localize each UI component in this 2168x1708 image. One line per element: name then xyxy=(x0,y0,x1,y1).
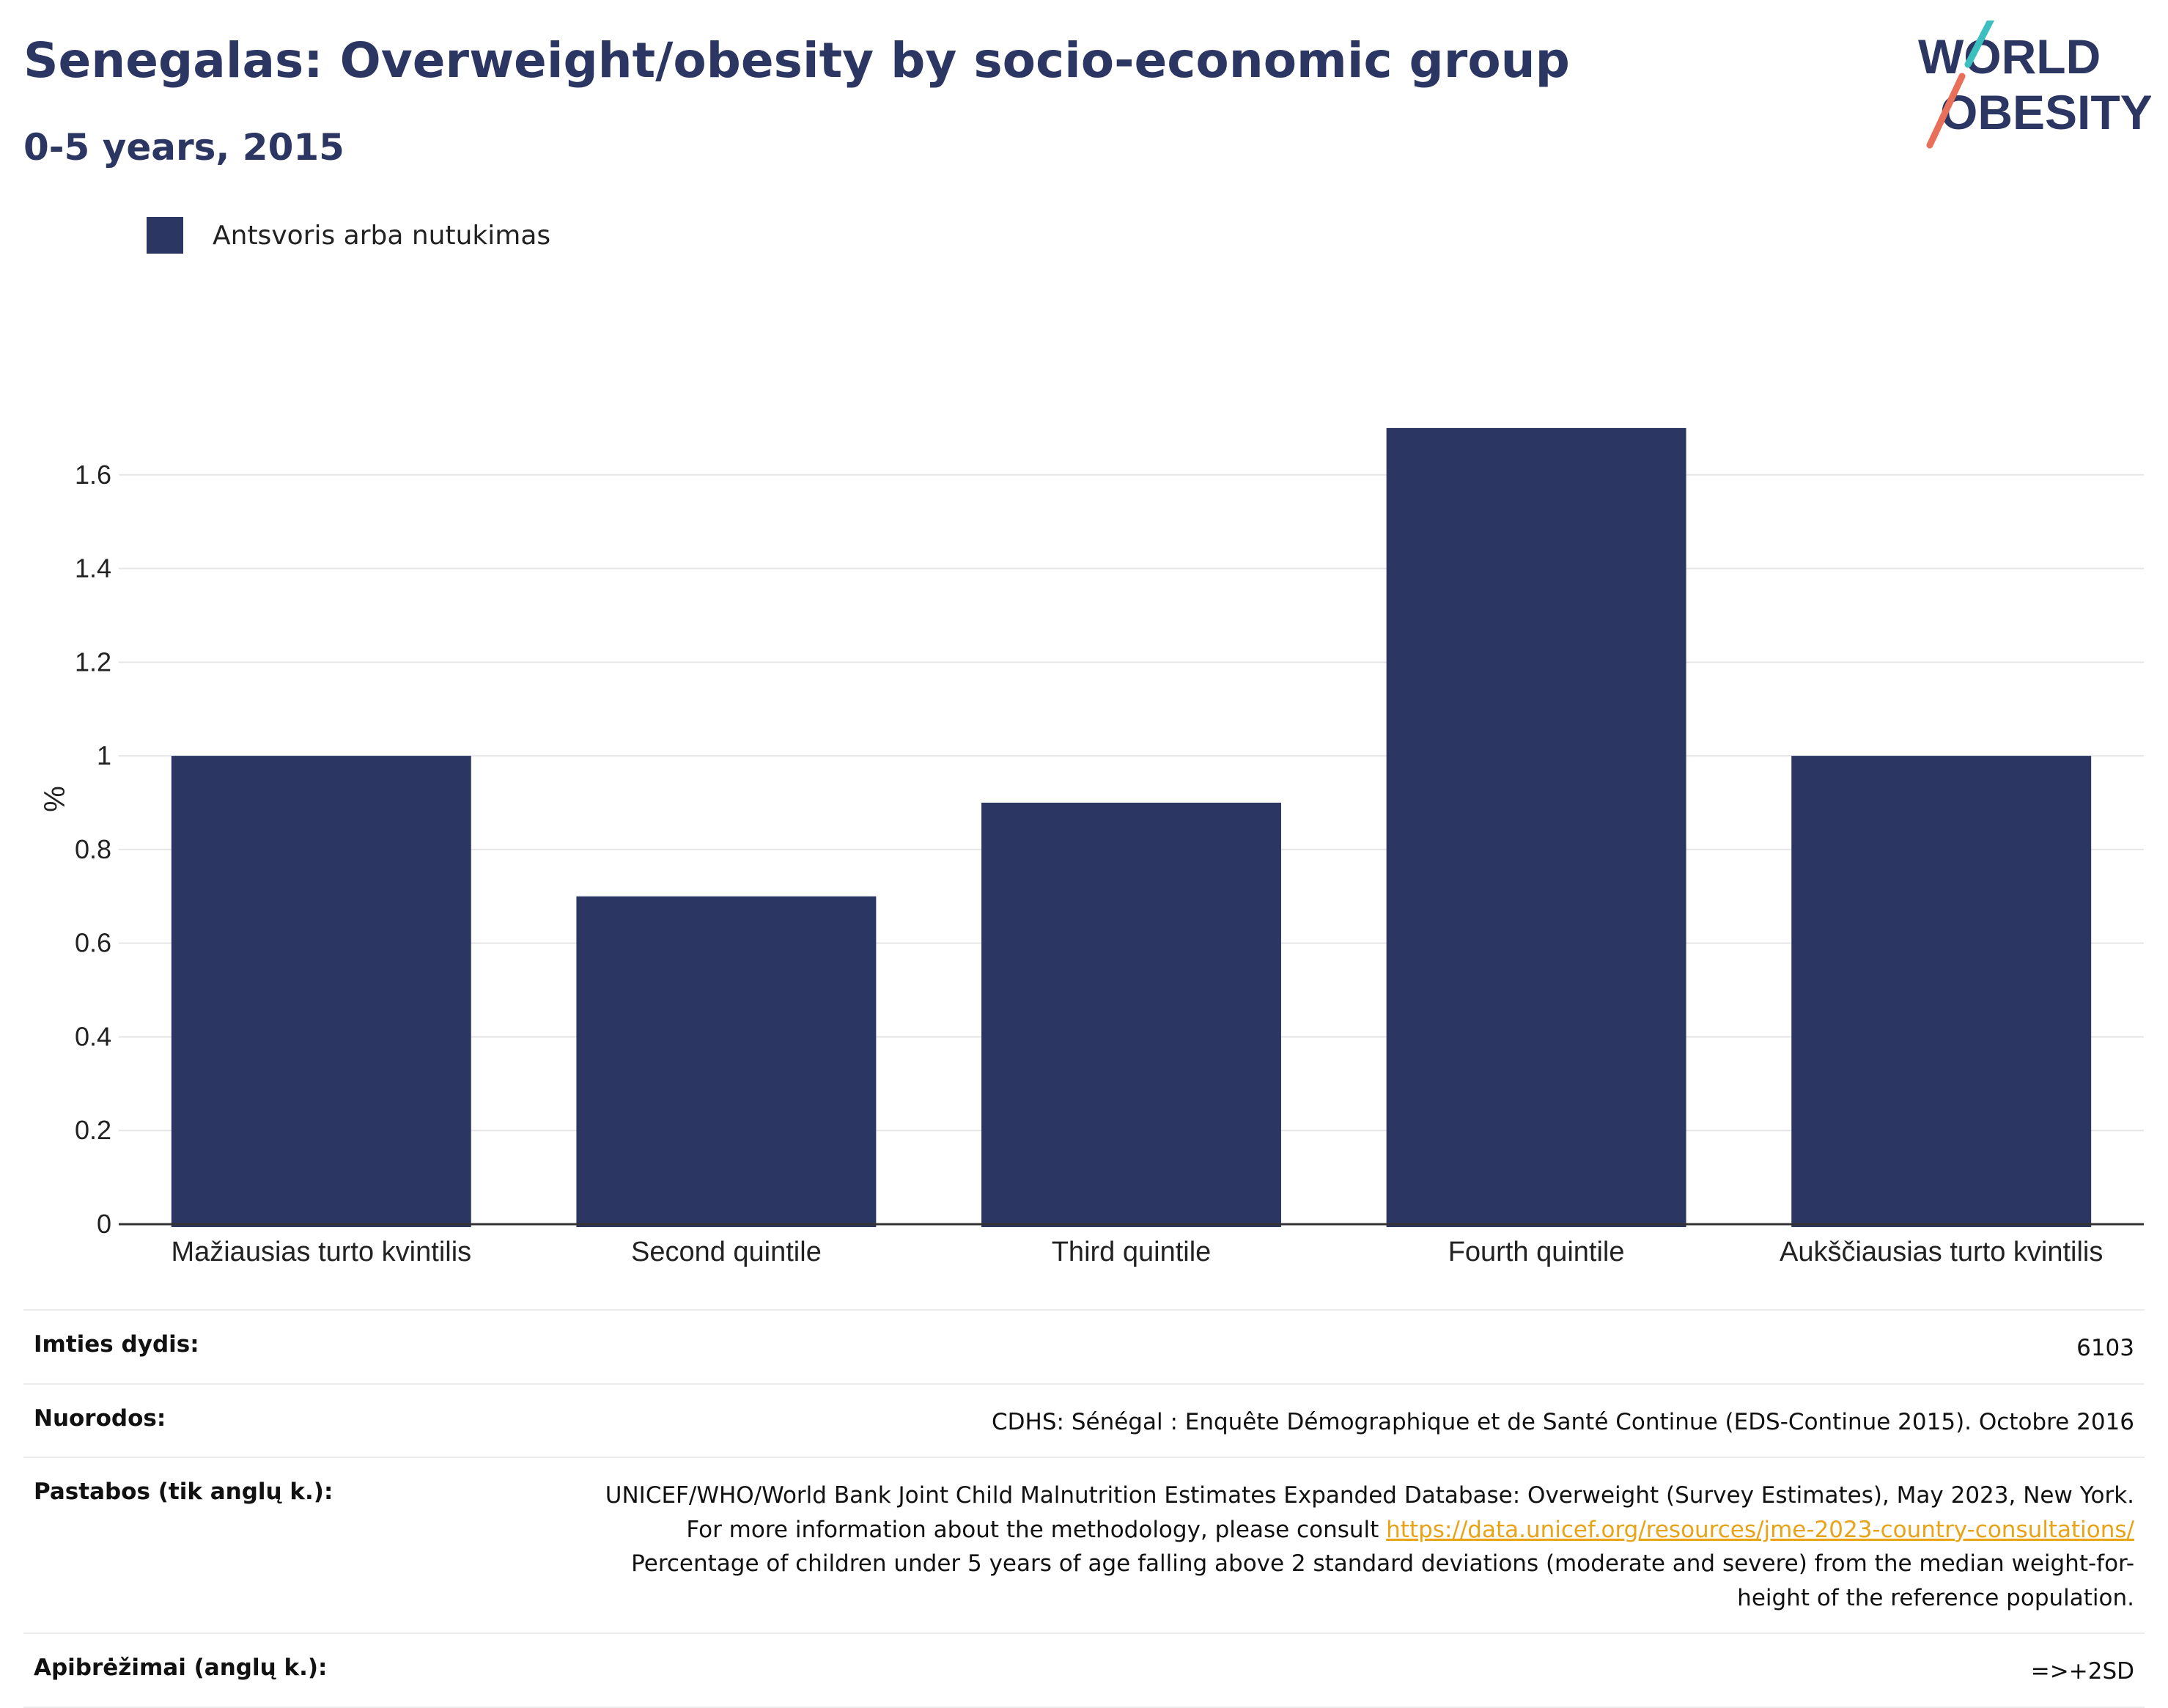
legend-swatch xyxy=(147,217,183,254)
x-axis-ticks: Mažiausias turto kvintilis Second quintil… xyxy=(171,1237,2103,1267)
x-tick-label: Mažiausias turto kvintilis xyxy=(171,1237,471,1267)
chart-legend: Antsvoris arba nutukimas xyxy=(147,217,550,254)
bar-chart: 0 0.2 0.4 0.6 0.8 1 1.2 1.4 1.6 Mažiausias turto… xyxy=(37,427,2144,1267)
bar xyxy=(1386,427,1686,1227)
y-tick-label: 1.6 xyxy=(75,460,111,490)
y-tick-label: 0 xyxy=(97,1209,111,1239)
y-tick-label: 0.6 xyxy=(75,928,111,958)
notes-text-after: Percentage of children under 5 years of … xyxy=(631,1550,2134,1611)
notes-link[interactable]: https://data.unicef.org/resources/jme-20… xyxy=(1386,1516,2134,1543)
references-value: CDHS: Sénégal : Enquête Démographique et… xyxy=(992,1408,2134,1435)
y-tick-label: 1 xyxy=(97,740,111,770)
logo-slash-top xyxy=(1964,21,1995,68)
y-axis-ticks: 0 0.2 0.4 0.6 0.8 1 1.2 1.4 1.6 xyxy=(75,460,111,1239)
definitions-value: =>+2SD xyxy=(2030,1658,2134,1685)
bar xyxy=(1791,756,2092,1227)
meta-row-notes: Pastabos (tik anglų k.): UNICEF/WHO/Worl… xyxy=(23,1457,2145,1632)
y-tick-label: 0.8 xyxy=(75,834,111,864)
x-tick-label: Aukščiausias turto kvintilis xyxy=(1780,1237,2103,1267)
chart-subtitle: 0-5 years, 2015 xyxy=(23,126,344,169)
sample-size-value: 6103 xyxy=(2076,1335,2134,1361)
bar xyxy=(576,896,877,1227)
chart-title: Senegalas: Overweight/obesity by socio-e… xyxy=(23,32,1570,89)
sample-size-label: Imties dydis: xyxy=(34,1331,199,1358)
world-obesity-logo: WORLD OBESITY xyxy=(1918,21,2151,149)
references-label: Nuorodos: xyxy=(34,1405,166,1432)
bar xyxy=(981,803,1281,1227)
y-axis-title: % xyxy=(37,786,70,812)
metadata-table: Imties dydis: 6103 Nuorodos: CDHS: Sénég… xyxy=(23,1309,2145,1708)
meta-row-sample-size: Imties dydis: 6103 xyxy=(23,1309,2145,1383)
bar xyxy=(171,756,471,1227)
logo-line2: OBESITY xyxy=(1940,85,2151,139)
notes-label: Pastabos (tik anglų k.): xyxy=(34,1479,333,1505)
notes-value: UNICEF/WHO/World Bank Joint Child Malnut… xyxy=(595,1479,2134,1615)
x-tick-label: Third quintile xyxy=(1052,1237,1212,1267)
logo-line1: WORLD xyxy=(1918,29,2101,84)
x-tick-label: Fourth quintile xyxy=(1448,1237,1625,1267)
y-tick-label: 1.2 xyxy=(75,647,111,677)
y-tick-label: 0.2 xyxy=(75,1115,111,1145)
legend-label: Antsvoris arba nutukimas xyxy=(213,220,551,251)
y-tick-label: 0.4 xyxy=(75,1021,111,1051)
definitions-label: Apibrėžimai (anglų k.): xyxy=(34,1654,328,1681)
meta-row-references: Nuorodos: CDHS: Sénégal : Enquête Démogr… xyxy=(23,1383,2145,1457)
bars xyxy=(171,427,2092,1227)
x-tick-label: Second quintile xyxy=(631,1237,822,1267)
notes-text-before: UNICEF/WHO/World Bank Joint Child Malnut… xyxy=(605,1482,2134,1543)
logo-slash-bottom xyxy=(1926,73,1966,149)
meta-row-definitions: Apibrėžimai (anglų k.): =>+2SD xyxy=(23,1632,2145,1708)
y-tick-label: 1.4 xyxy=(75,553,111,584)
